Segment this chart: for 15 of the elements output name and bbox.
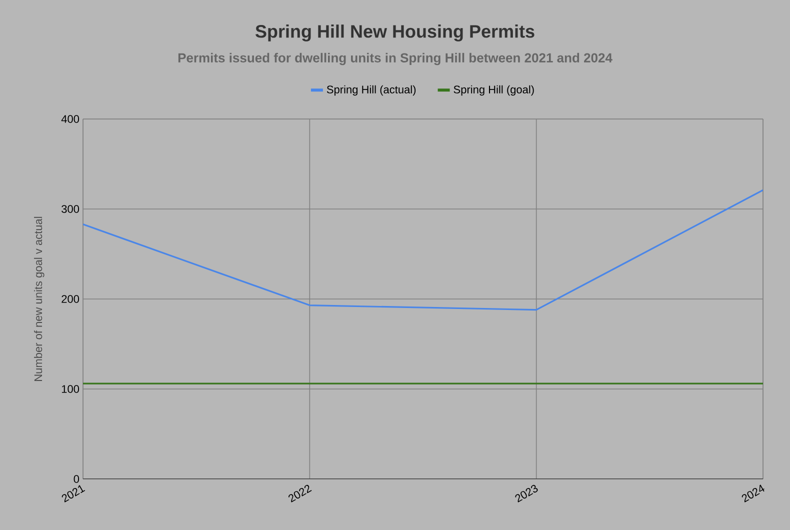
legend-label: Spring Hill (goal) (454, 85, 534, 96)
y-tick-label: 300 (62, 205, 80, 213)
chart-subtitle: Permits issued for dwelling units in Spring Hill between 2021 and 2024 (178, 52, 612, 66)
x-tick-label: 2022 (288, 484, 312, 502)
x-tick-label: 2023 (515, 484, 538, 502)
x-tick-label: 2024 (742, 484, 764, 502)
legend-label: Spring Hill (actual) (326, 85, 416, 96)
line-series (83, 189, 764, 311)
y-axis-title: Number of new units goal v actual (34, 216, 44, 381)
y-tick-label: 200 (62, 295, 80, 303)
y-tick-label: 0 (74, 475, 80, 483)
y-tick-label: 400 (61, 115, 80, 123)
x-tick-label: 2021 (62, 485, 86, 502)
chart-title: Spring Hill New Housing Permits (256, 24, 534, 42)
y-tick-label: 100 (62, 385, 80, 393)
